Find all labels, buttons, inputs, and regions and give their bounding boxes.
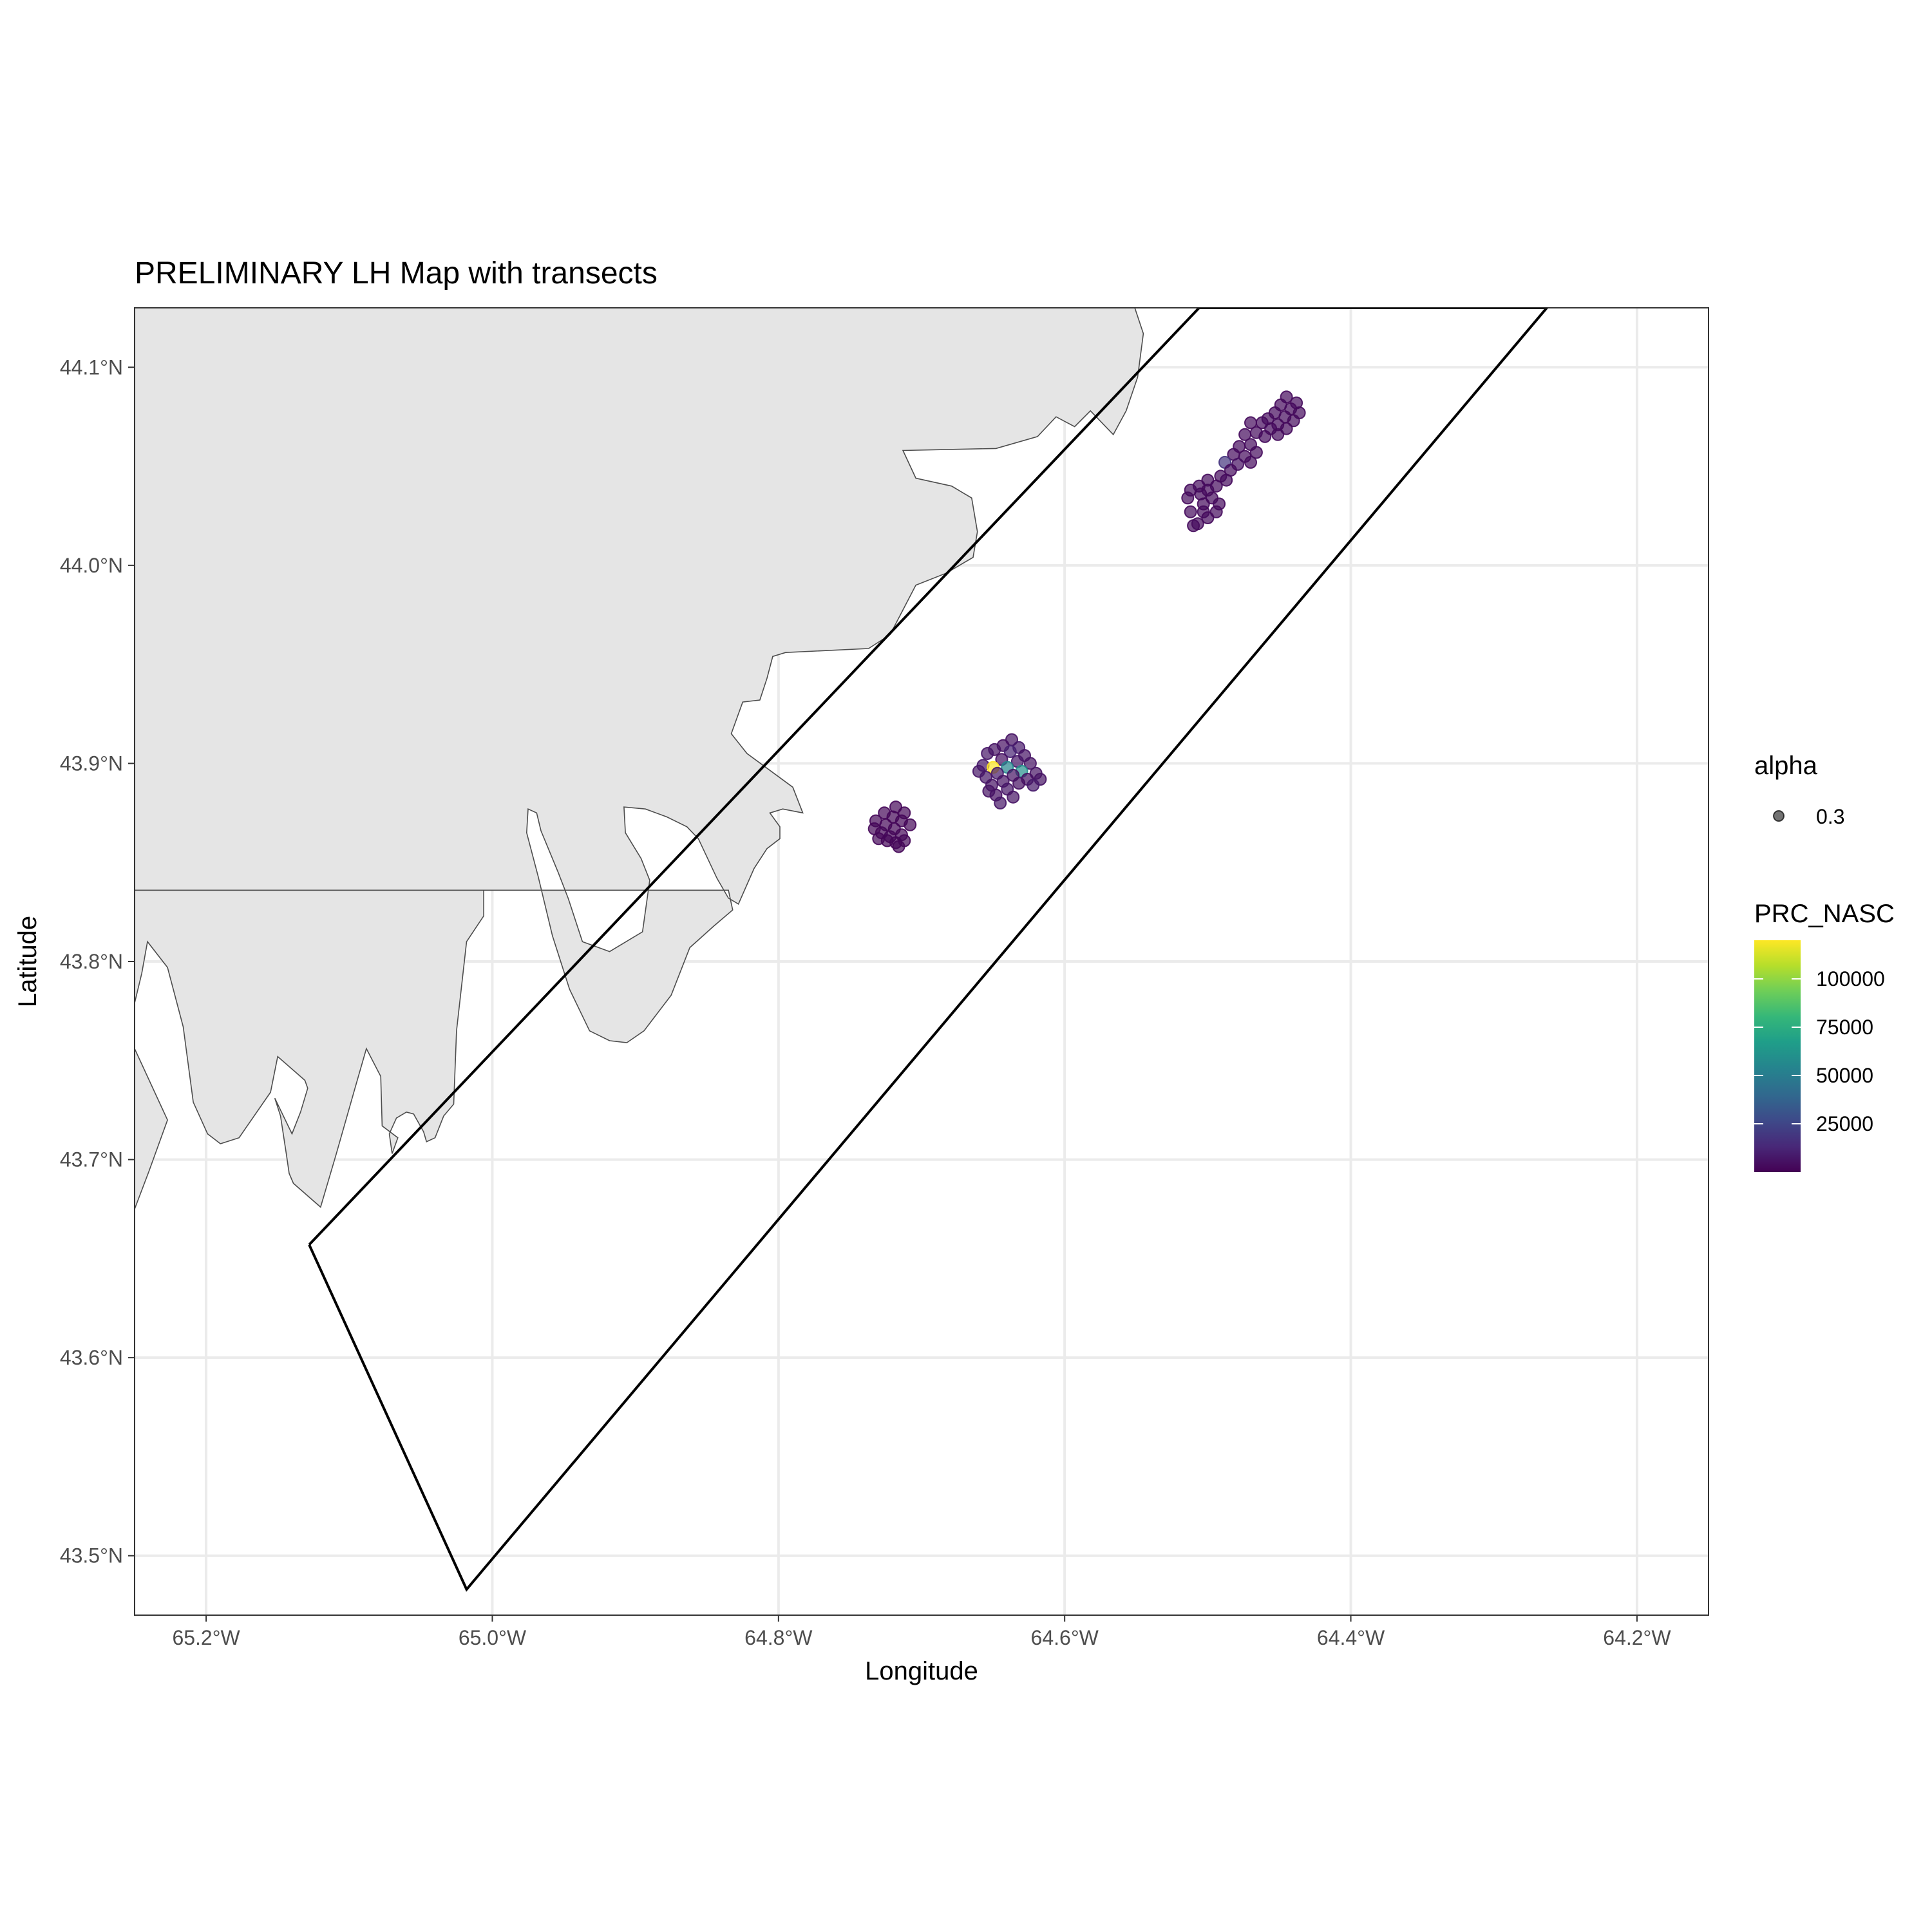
x-axis: 65.2°W 65.0°W 64.8°W 64.6°W 64.4°W 64.2°W	[172, 1615, 1671, 1649]
colorbar-label: 100000	[1816, 967, 1885, 990]
nasc-point	[1244, 455, 1257, 469]
nasc-point	[1201, 511, 1215, 524]
nasc-point	[1287, 414, 1300, 428]
land-polygon	[135, 1048, 168, 1209]
nasc-point	[1280, 422, 1293, 435]
nasc-point	[1003, 745, 1017, 758]
land-polygon	[135, 889, 484, 1208]
nasc-point	[880, 834, 894, 848]
nasc-point	[1184, 505, 1197, 518]
nasc-point	[1181, 491, 1195, 505]
legend-alpha-value: 0.3	[1816, 805, 1844, 828]
nasc-point	[1027, 779, 1040, 792]
chart-title: PRELIMINARY LH Map with transects	[135, 256, 658, 290]
transect-layer	[308, 308, 1549, 1592]
x-axis-title: Longitude	[865, 1657, 978, 1685]
nasc-point	[1023, 757, 1037, 770]
y-axis: 44.1°N 44.0°N 43.9°N 43.8°N 43.7°N 43.6°N 43.5…	[60, 355, 135, 1567]
y-tick-label: 43.9°N	[60, 752, 123, 775]
x-tick-label: 65.0°W	[459, 1626, 527, 1649]
nasc-point	[1007, 790, 1020, 804]
transect-polygon	[308, 308, 1549, 1592]
y-tick-label: 44.1°N	[60, 355, 123, 379]
colorbar-label: 75000	[1816, 1016, 1873, 1039]
x-tick-label: 64.6°W	[1031, 1626, 1099, 1649]
nasc-point	[1187, 519, 1200, 533]
x-tick-label: 65.2°W	[172, 1626, 240, 1649]
y-tick-label: 43.5°N	[60, 1544, 123, 1567]
land-polygon	[135, 308, 1144, 1043]
coastline-land	[135, 308, 1144, 1209]
nasc-points	[867, 390, 1306, 853]
nasc-point	[1271, 428, 1285, 441]
nasc-point	[1249, 446, 1263, 459]
colorbar-label: 50000	[1816, 1064, 1873, 1087]
nasc-point	[1258, 430, 1272, 443]
legend-alpha-key	[1773, 810, 1785, 822]
nasc-point	[981, 747, 994, 760]
nasc-point	[892, 840, 905, 853]
y-tick-label: 43.7°N	[60, 1148, 123, 1171]
nasc-point	[904, 818, 917, 831]
x-tick-label: 64.2°W	[1603, 1626, 1671, 1649]
y-tick-label: 44.0°N	[60, 554, 123, 577]
x-tick-label: 64.4°W	[1317, 1626, 1385, 1649]
legend-alpha-title: alpha	[1754, 752, 1818, 780]
colorbar-label: 25000	[1816, 1112, 1873, 1135]
y-tick-label: 43.8°N	[60, 950, 123, 973]
legend-alpha: alpha 0.3	[1754, 752, 1844, 828]
nasc-point	[1012, 777, 1026, 790]
colorbar-gradient	[1754, 940, 1801, 1172]
y-axis-title: Latitude	[14, 916, 42, 1007]
nasc-point	[994, 796, 1007, 810]
legend-prc-nasc: PRC_NASC 25000 50000 75000 100000	[1754, 900, 1895, 1172]
y-tick-label: 43.6°N	[60, 1346, 123, 1369]
nasc-point	[1244, 416, 1257, 430]
nasc-point	[1238, 428, 1252, 441]
nasc-point	[1220, 473, 1233, 487]
legend-color-title: PRC_NASC	[1754, 900, 1895, 928]
nasc-point	[982, 784, 996, 798]
x-tick-label: 64.8°W	[744, 1626, 813, 1649]
